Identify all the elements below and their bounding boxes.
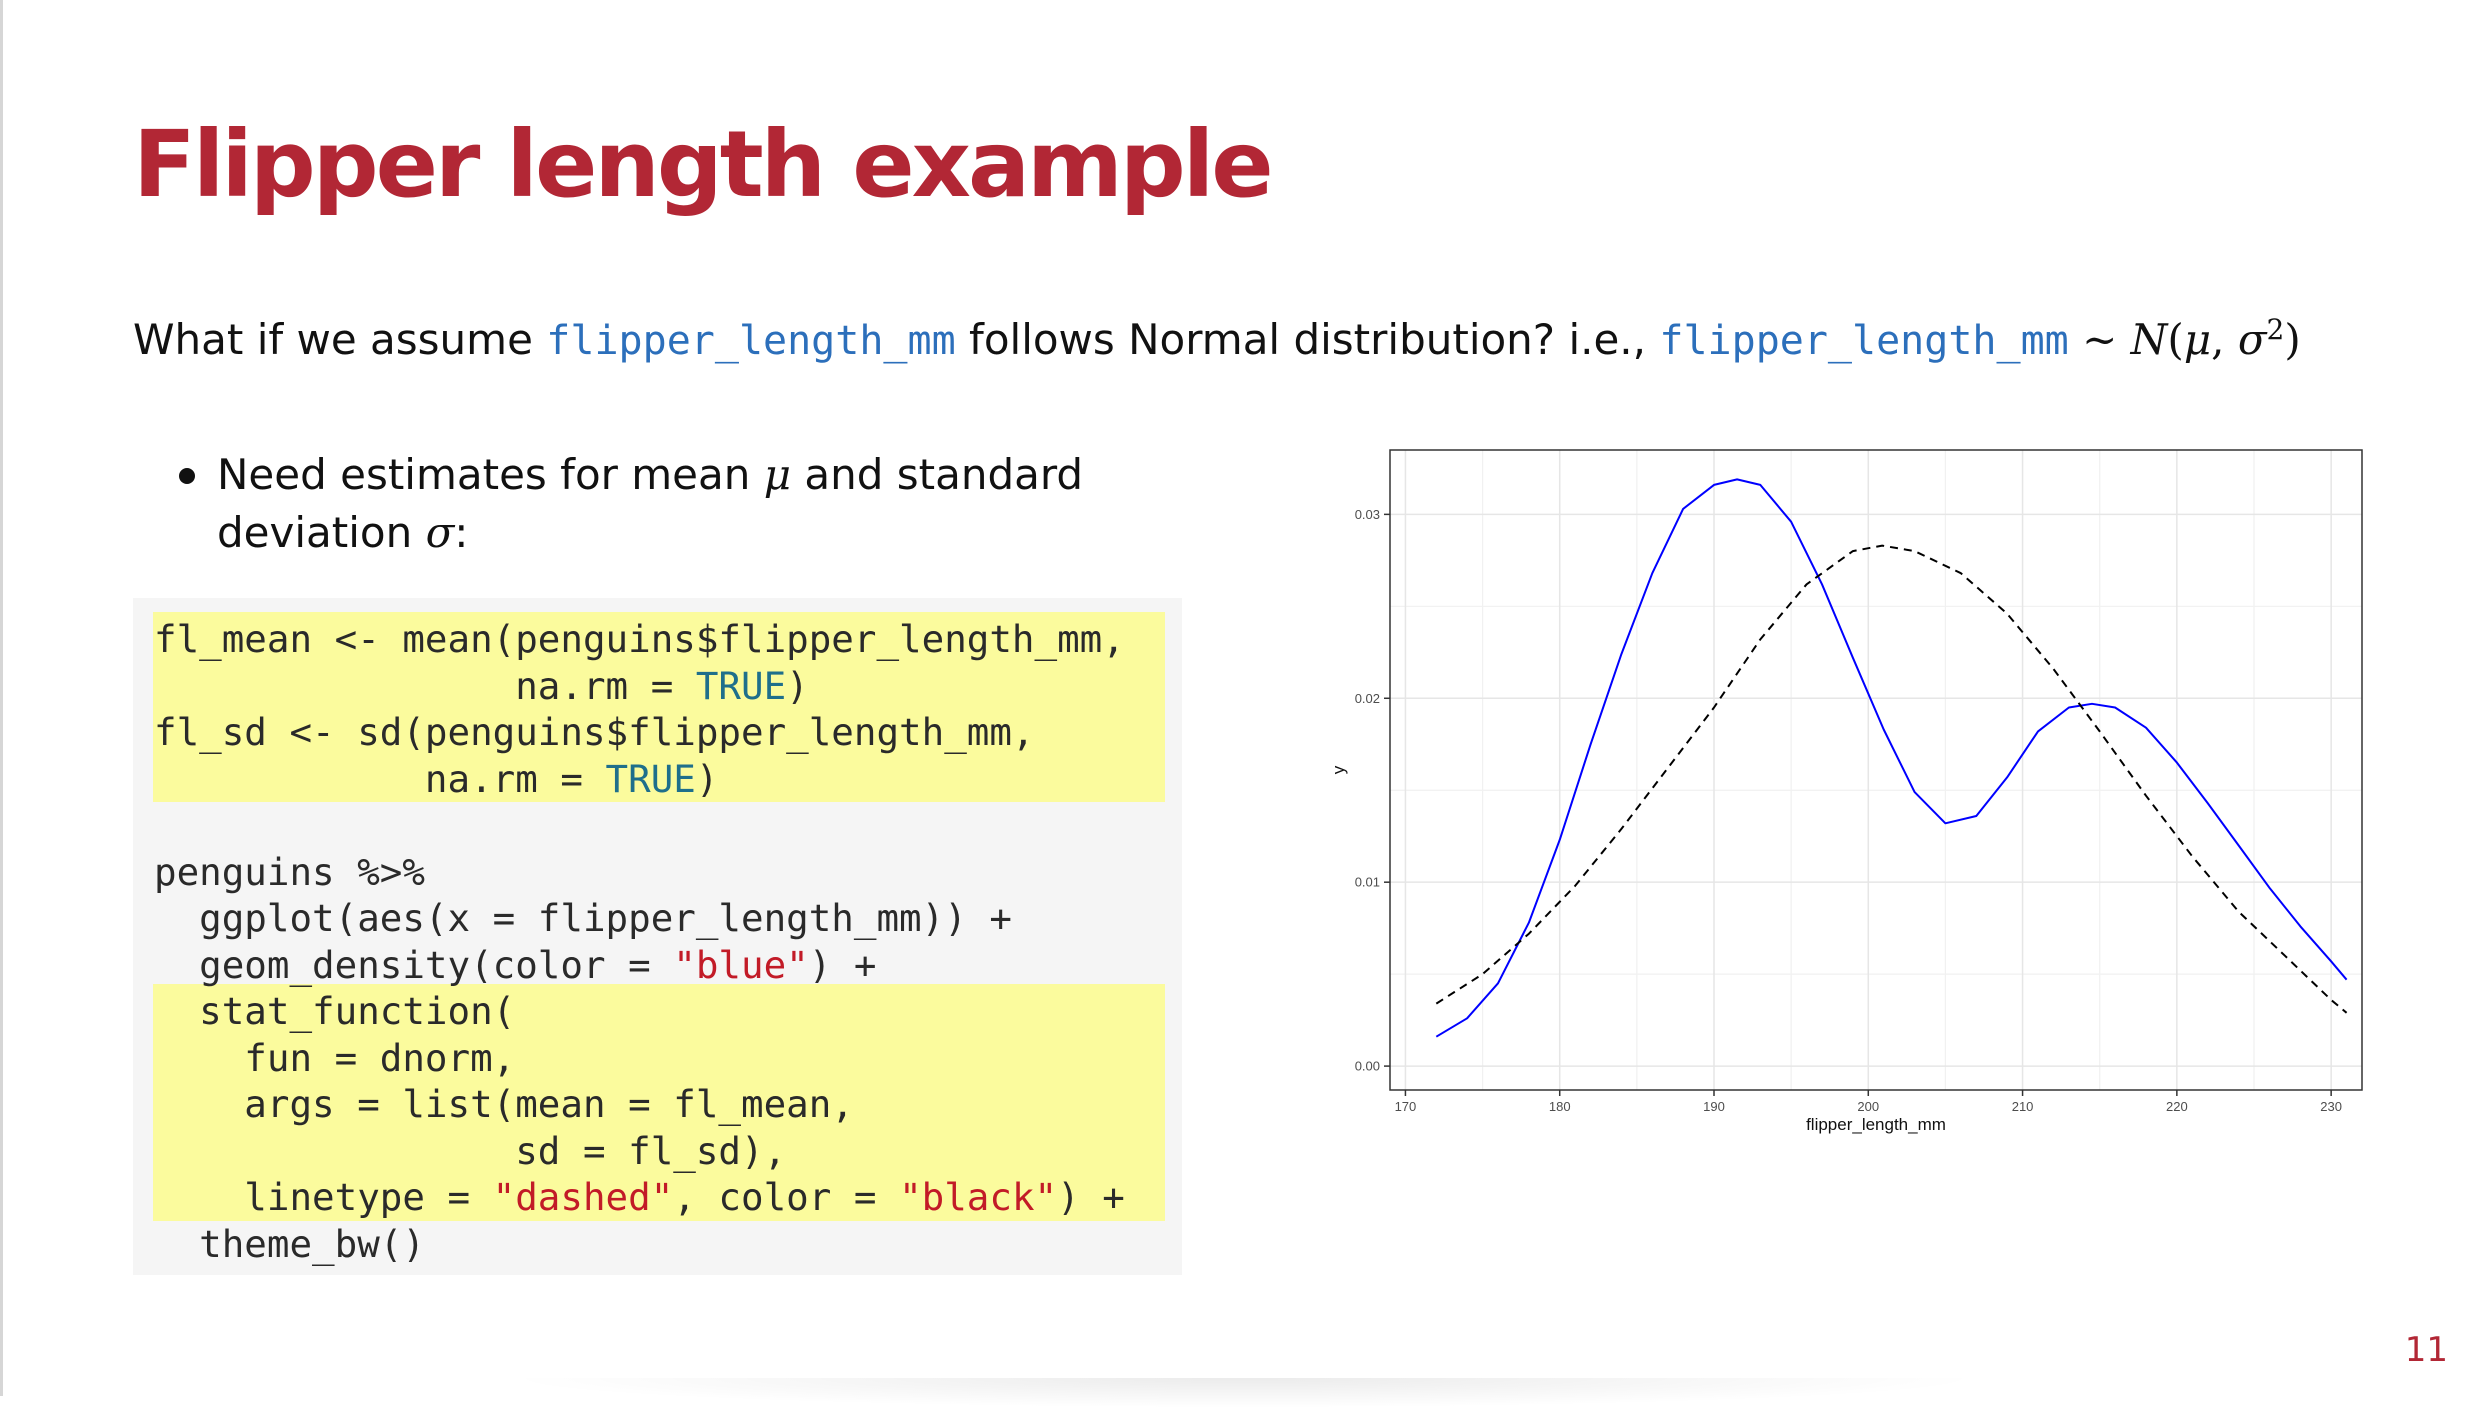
code-highlight (153, 612, 1165, 802)
math-close-paren: ) (2284, 315, 2301, 364)
y-axis-label: y (1329, 765, 1348, 774)
bullet-math-mu: μ (763, 450, 792, 499)
code-line: na.rm = TRUE) (154, 756, 1125, 803)
code-string-token: "dashed" (492, 1175, 674, 1219)
code-line: args = list(mean = fl_mean, (154, 1081, 1125, 1128)
code-token: geom_density(color = (154, 942, 674, 987)
code-token: ) + (1057, 1175, 1125, 1219)
x-tick-label: 210 (2012, 1099, 2034, 1114)
y-tick-label: 0.01 (1355, 875, 1380, 890)
bullet-dot-icon (179, 468, 195, 484)
math-mu: μ (2183, 315, 2212, 364)
plot-panel (1390, 450, 2362, 1090)
bullet-text-1: Need estimates for mean (217, 450, 764, 499)
bullet-math-sigma: σ (425, 508, 455, 557)
math-normal-N: N (2130, 315, 2168, 364)
code-token: na.rm = (154, 663, 696, 708)
code-string-token: "blue" (673, 942, 809, 987)
code-token: theme_bw() (154, 1221, 425, 1266)
code-token: penguins %>% (154, 849, 425, 894)
bullet-item: Need estimates for mean μ and standard d… (175, 446, 1155, 562)
code-line: sd = fl_sd), (154, 1128, 1125, 1175)
intro-inline-code-1: flipper_length_mm (546, 318, 956, 364)
x-tick-label: 220 (2166, 1099, 2188, 1114)
code-block: fl_mean <- mean(penguins$flipper_length_… (133, 598, 1182, 1275)
code-line: ggplot(aes(x = flipper_length_mm)) + (154, 895, 1125, 942)
math-superscript: 2 (2266, 313, 2285, 346)
code-line (154, 802, 1125, 849)
code-token: stat_function( (154, 989, 516, 1033)
intro-text-2: follows Normal distribution? i.e., (955, 315, 1660, 364)
bottom-shadow (500, 1378, 1988, 1408)
code-line: geom_density(color = "blue") + (154, 942, 1125, 989)
code-lines: fl_mean <- mean(penguins$flipper_length_… (154, 616, 1125, 1267)
intro-inline-code-2: flipper_length_mm (1659, 318, 2069, 364)
code-line: fl_sd <- sd(penguins$flipper_length_mm, (154, 709, 1125, 756)
x-tick-label: 170 (1395, 1099, 1417, 1114)
y-tick-label: 0.00 (1355, 1059, 1380, 1074)
x-tick-label: 190 (1703, 1099, 1725, 1114)
intro-text-1: What if we assume (133, 315, 547, 364)
bullet-text-2: and standard deviation (217, 450, 1084, 557)
code-token: args = list(mean = fl_mean, (154, 1082, 854, 1126)
x-tick-label: 230 (2320, 1099, 2342, 1114)
code-highlight (153, 984, 1165, 1221)
code-token: ) (786, 663, 809, 708)
code-token: ) + (808, 942, 877, 987)
code-line: linetype = "dashed", color = "black") + (154, 1174, 1125, 1221)
plot-border (1389, 449, 2363, 1091)
left-border (0, 0, 3, 1396)
math-tilde: ∼ (2068, 315, 2131, 364)
bullet-list: Need estimates for mean μ and standard d… (175, 446, 1155, 562)
code-line: fl_mean <- mean(penguins$flipper_length_… (154, 616, 1125, 663)
code-line: fun = dnorm, (154, 1035, 1125, 1082)
bullet-text-3: : (454, 508, 469, 557)
code-token: ggplot(aes(x = flipper_length_mm)) + (154, 896, 1012, 940)
code-token: na.rm = (154, 756, 606, 801)
code-token: fun = dnorm, (154, 1035, 516, 1080)
code-token: linetype = (154, 1175, 493, 1219)
code-line: stat_function( (154, 988, 1125, 1035)
code-keyword-token: TRUE (695, 663, 787, 708)
code-string-token: "black" (899, 1175, 1058, 1219)
code-token: fl_mean <- mean(penguins$flipper_length_… (154, 617, 1125, 661)
slide-title: Flipper length example (133, 111, 1274, 218)
code-token: ) (695, 756, 719, 801)
x-tick-label: 180 (1549, 1099, 1571, 1114)
density-line (1435, 478, 2348, 1038)
code-token: , color = (673, 1175, 900, 1219)
x-tick-label: 200 (1857, 1099, 1879, 1114)
y-tick-label: 0.02 (1355, 691, 1380, 706)
density-chart: 170 180 190 200 210 220 230 0.00 0.01 0.02 0.03 fli… (1329, 449, 2363, 1134)
code-keyword-token: TRUE (605, 756, 696, 801)
normal-density-dashed-line (1435, 544, 2348, 1014)
x-axis-label: flipper_length_mm (1806, 1115, 1946, 1134)
code-token: sd = fl_sd), (154, 1128, 787, 1173)
math-comma: , (2211, 315, 2238, 364)
code-line: theme_bw() (154, 1221, 1125, 1268)
intro-paragraph: What if we assume flipper_length_mm foll… (133, 298, 2433, 373)
math-sigma: σ (2237, 315, 2267, 364)
math-open-paren: ( (2167, 315, 2184, 364)
page-number: 11 (2404, 1330, 2448, 1370)
y-tick-label: 0.03 (1355, 507, 1380, 522)
code-line: na.rm = TRUE) (154, 663, 1125, 710)
code-token: fl_sd <- sd(penguins$flipper_length_mm, (154, 710, 1035, 754)
code-line: penguins %>% (154, 849, 1125, 896)
